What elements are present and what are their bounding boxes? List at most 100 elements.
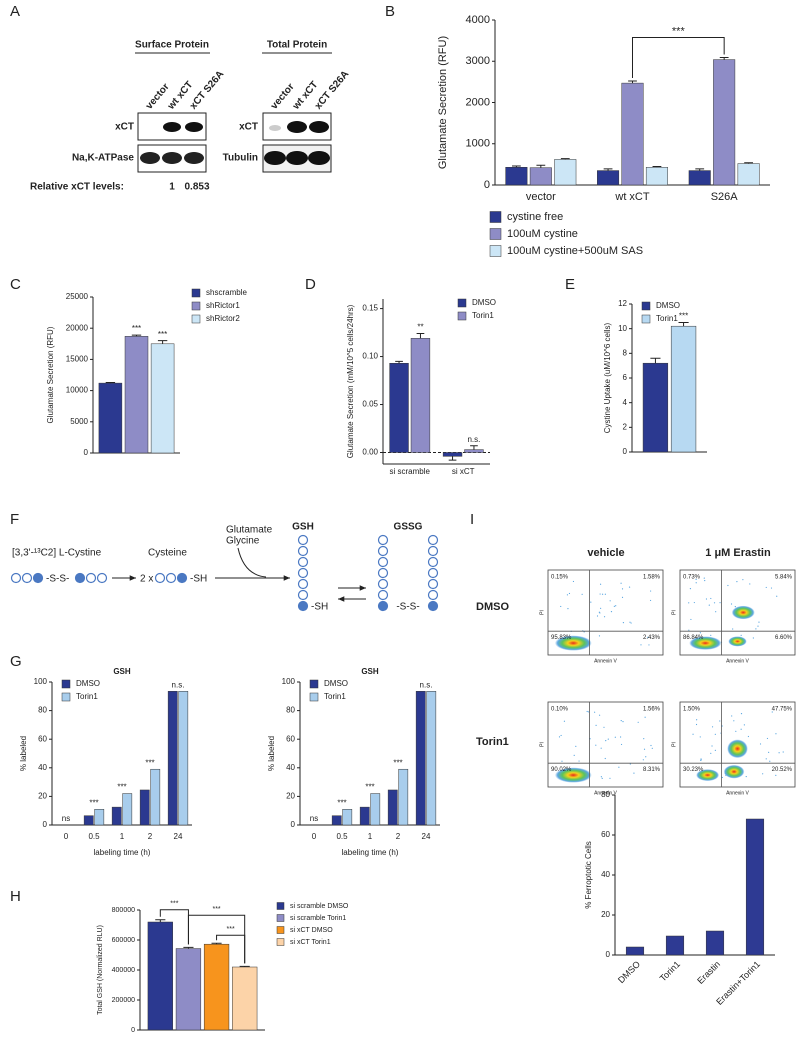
event [650, 590, 652, 592]
y-tick-label: 0 [43, 820, 48, 829]
legend-label: si xCT Torin1 [290, 939, 331, 946]
event [730, 603, 733, 605]
error-bar [719, 57, 729, 60]
bar [150, 343, 175, 454]
error-bar [157, 340, 168, 344]
event [598, 611, 600, 613]
y-tick-label: 0.15 [362, 304, 378, 313]
panel-label: F [10, 511, 19, 528]
event [578, 760, 580, 762]
bar [122, 793, 133, 826]
bracket [216, 934, 246, 964]
annotation: n.s. [172, 680, 185, 689]
panel-label: E [565, 276, 575, 293]
event [629, 763, 631, 765]
event [735, 730, 737, 732]
event [743, 724, 745, 726]
event [600, 607, 602, 609]
event [775, 733, 777, 735]
event [714, 733, 716, 735]
event [699, 736, 701, 738]
quadrant-value: 0.15% [551, 575, 569, 581]
event [782, 751, 784, 753]
bar [124, 336, 149, 454]
event [599, 593, 601, 595]
bar [713, 59, 736, 186]
event [759, 743, 762, 745]
y-tick-label: 20 [286, 792, 295, 801]
event [567, 608, 569, 610]
y-tick-label: 0.05 [362, 400, 378, 409]
x-tick-label: si xCT [452, 467, 475, 476]
residue [297, 578, 309, 590]
axis-label: Annexin V [594, 790, 617, 796]
legend-swatch [191, 301, 201, 311]
quadrant-value: 20.52% [772, 767, 793, 773]
annotation: n.s. [467, 435, 480, 444]
residue [427, 600, 439, 612]
legend-swatch [641, 314, 651, 324]
y-tick-label: 20 [601, 910, 610, 919]
event [558, 736, 561, 738]
event [688, 602, 690, 604]
event [609, 777, 611, 779]
y-axis-label: Total GSH (Normalized RLU) [97, 925, 104, 1015]
event [713, 602, 716, 604]
event [710, 597, 712, 600]
event [601, 593, 604, 595]
event [648, 644, 650, 646]
arrow [237, 547, 267, 578]
residue [297, 600, 309, 612]
bar [505, 167, 528, 186]
error-bar [239, 965, 250, 967]
y-tick-label: 2000 [466, 96, 490, 108]
residue [427, 578, 439, 590]
bar [464, 449, 484, 453]
error-bar [650, 357, 661, 364]
x-tick-label: 1 [368, 832, 373, 841]
bar [621, 82, 644, 186]
event [700, 758, 702, 760]
residue [32, 572, 44, 584]
legend-swatch [276, 902, 285, 910]
x-tick-label: 1 [120, 832, 125, 841]
event [736, 580, 738, 583]
annotation: *** [227, 926, 235, 933]
residue [96, 572, 108, 584]
x-tick-label: Erastin [695, 959, 722, 986]
residue [377, 600, 389, 612]
density [554, 635, 592, 651]
label: Glycine [226, 536, 260, 547]
legend-swatch [61, 679, 71, 689]
event [609, 600, 611, 602]
error-bar [448, 456, 457, 461]
residue [377, 578, 389, 590]
bar [665, 935, 685, 956]
band [269, 125, 281, 131]
event [732, 628, 734, 630]
event [762, 773, 764, 775]
event [715, 611, 717, 613]
y-axis-label: Glutamate Secretion (RFU) [46, 326, 55, 423]
band [185, 122, 203, 132]
event [747, 735, 750, 738]
y-tick-label: 0.00 [362, 448, 378, 457]
residue [74, 572, 86, 584]
event [594, 711, 596, 713]
event [620, 720, 622, 722]
event [581, 593, 583, 595]
bar [359, 806, 370, 826]
axis-label: PI [539, 610, 545, 615]
y-axis-label: Cystine Uptake (uM/10^6 cells) [603, 322, 612, 433]
event [599, 583, 602, 585]
annotation: n.s. [420, 680, 433, 689]
label: -SH [311, 602, 328, 613]
event [610, 611, 613, 613]
error-bar [678, 322, 689, 327]
density [696, 769, 720, 782]
legend-swatch [489, 211, 502, 223]
bar [415, 691, 426, 826]
relative-value: 0.853 [184, 182, 209, 193]
y-tick-label: 0 [606, 950, 611, 959]
legend-swatch [457, 298, 467, 308]
